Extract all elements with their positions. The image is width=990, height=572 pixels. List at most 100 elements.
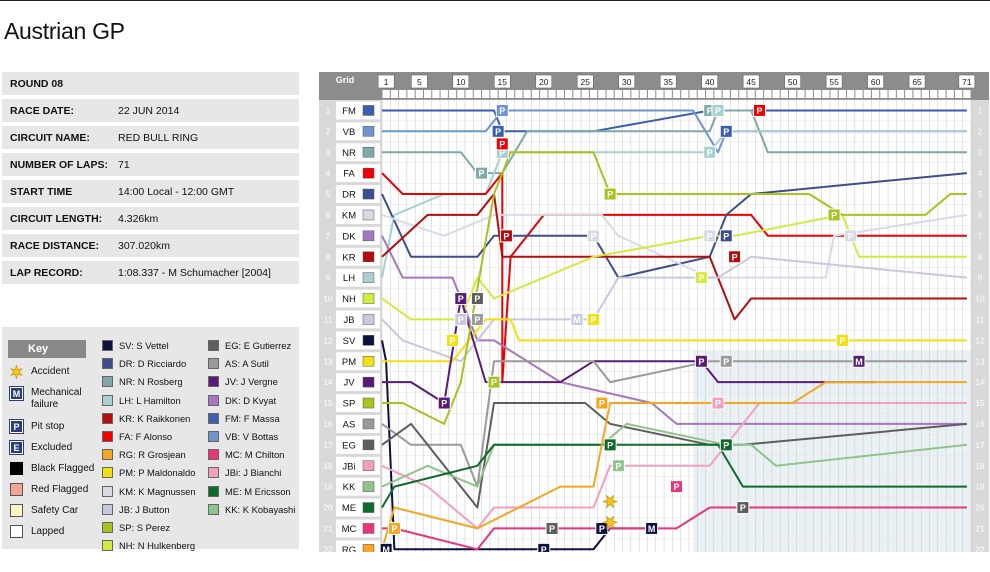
accident-marker [602, 515, 619, 530]
info-row: RACE DISTANCE: 307.020km [2, 234, 299, 257]
lap-column-cap [946, 90, 954, 98]
lap-column-cap [788, 90, 797, 98]
red-flag-icon [10, 483, 23, 496]
grid-driver-code: SP [343, 399, 356, 410]
info-label: NUMBER OF LAPS: [10, 158, 108, 171]
pit-stop-marker [611, 459, 625, 473]
lap-column-cap [780, 90, 788, 98]
driver-color-swatch [102, 431, 113, 442]
driver-color-swatch [102, 540, 113, 552]
grid-driver-code: ME [342, 503, 356, 514]
marker-letter: P [503, 231, 509, 241]
info-label: ROUND 08 [10, 77, 64, 90]
lap-tick-label: 35 [663, 77, 673, 87]
pit-stop-marker [728, 250, 742, 264]
lap-column-cap [623, 90, 631, 98]
driver-key-entry: KK: K Kobayashi [208, 503, 295, 515]
top-rule [0, 0, 990, 1]
right-position-number: 12 [976, 336, 985, 345]
grid-driver-code: KK [343, 482, 356, 493]
driver-key-label: RG: R Grosjean [119, 449, 186, 461]
key-accident: Accident [10, 364, 69, 379]
lap-tick-label: 5 [417, 77, 422, 87]
driver-key-label: SP: S Perez [119, 522, 171, 533]
grid-driver-swatch [362, 439, 375, 451]
lap-tick-box [377, 74, 395, 89]
grid-driver-swatch [362, 502, 375, 513]
right-position-number: 10 [976, 295, 985, 304]
key-pitstop: P Pit stop [9, 419, 64, 434]
driver-key-entry: JB: J Button [102, 503, 170, 515]
driver-position-line [381, 422, 968, 488]
grid-driver-code: NH [342, 294, 356, 305]
driver-color-swatch [208, 449, 219, 461]
key-symbol-label: Excluded [31, 442, 73, 453]
driver-key-entry: DK: D Kvyat [208, 394, 277, 406]
right-position-number: 8 [978, 253, 983, 262]
lap-column-cap [614, 90, 623, 98]
lap-column-cap [797, 90, 805, 98]
excluded-icon: E [9, 440, 24, 455]
grid-position-number: 8 [326, 253, 331, 262]
lap-column-cap [706, 90, 714, 98]
key-symbol-label: Black Flagged [31, 463, 95, 474]
key-mechanical: M Mechanical failure [9, 386, 91, 411]
pit-stop-marker [670, 480, 683, 494]
right-position-number: 5 [978, 190, 983, 199]
mechanical-failure-marker [379, 542, 393, 552]
right-position-number: 3 [978, 148, 983, 157]
marker-letter: P [391, 524, 397, 534]
marker-letter: P [499, 139, 505, 149]
driver-key-entry: AS: A Sutil [208, 358, 269, 370]
driver-color-swatch [102, 376, 113, 388]
lap-tick-box [784, 74, 801, 89]
grid-position-number: 14 [324, 378, 333, 387]
driver-key-label: NH: N Hulkenberg [119, 540, 196, 552]
grid-position-number: 7 [326, 232, 331, 241]
driver-key-entry: MC: M Chilton [208, 449, 284, 461]
grid-position-number: 10 [324, 295, 333, 304]
lap-column-cap [540, 90, 548, 98]
marker-letter: P [723, 357, 729, 367]
lapped-icon [10, 525, 23, 538]
lap-column-cap [448, 90, 457, 98]
lap-column-cap [764, 90, 772, 98]
lap-column-cap [515, 90, 523, 98]
driver-color-swatch [208, 394, 219, 406]
driver-color-swatch [102, 394, 113, 406]
driver-color-swatch [208, 431, 219, 442]
grid-driver-swatch [362, 523, 375, 534]
grid-driver-swatch [362, 105, 375, 116]
driver-key-entry: JBi: J Bianchi [208, 467, 281, 479]
lap-column-cap [880, 90, 888, 98]
driver-key-entry: NH: N Hulkenberg [102, 540, 196, 552]
grid-label-box [336, 540, 380, 552]
lap-column-cap [772, 90, 780, 98]
marker-letter: M [648, 524, 656, 534]
grid-driver-code: KM [342, 210, 356, 221]
marker-letter: P [549, 524, 555, 534]
lap-tick-box [452, 74, 470, 89]
driver-key-label: AS: A Sutil [225, 358, 269, 370]
marker-letter: P [723, 440, 729, 450]
pit-stop-marker [603, 438, 617, 452]
marker-letter: P [707, 106, 713, 116]
marker-letter: P [707, 148, 713, 158]
driver-key-entry: VB: V Bottas [208, 431, 278, 442]
driver-key-entry: JV: J Vergne [208, 376, 278, 388]
grid-driver-code: JBi [342, 461, 355, 472]
driver-key-entry: KM: K Magnussen [102, 485, 196, 497]
mechanical-failure-marker [570, 312, 584, 326]
right-position-number: 19 [976, 483, 985, 492]
driver-key-label: NR: N Rosberg [119, 376, 183, 388]
driver-key-label: DK: D Kvyat [225, 394, 277, 406]
key-excluded: E Excluded [9, 440, 73, 455]
lap-column-cap [581, 90, 589, 98]
pit-stop-marker [495, 103, 509, 117]
accident-marker [602, 494, 619, 509]
driver-key-label: PM: P Maldonaldo [119, 467, 196, 479]
right-position-number: 7 [978, 232, 983, 241]
driver-key-label: SV: S Vettel [119, 340, 169, 351]
lap-column-cap [639, 90, 647, 98]
right-position-number: 13 [976, 357, 985, 366]
